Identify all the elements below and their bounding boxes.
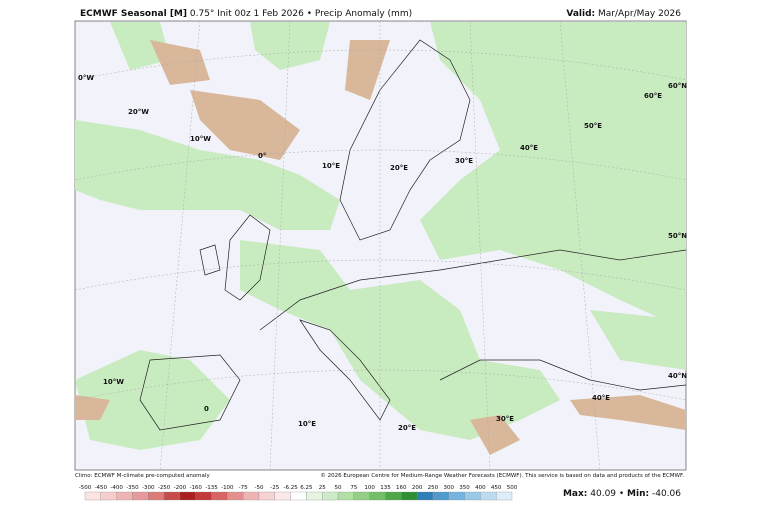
colorbar-label: -75 bbox=[239, 485, 248, 491]
colorbar-label: 400 bbox=[475, 485, 486, 491]
grid-label: 10°W bbox=[103, 378, 124, 386]
grid-label: 30°E bbox=[496, 415, 514, 423]
grid-labels: 0°W 20°W 10°W 0° 10°E 20°E 30°E 40°E 50°E 60°E 60°… bbox=[78, 74, 687, 432]
colorbar-label: 250 bbox=[428, 485, 439, 491]
colorbar-label: 135 bbox=[380, 485, 391, 491]
colorbar-box bbox=[163, 491, 181, 501]
colorbar-label: -450 bbox=[95, 485, 108, 491]
copyright: © 2026 European Centre for Medium-Range … bbox=[320, 472, 684, 479]
colorbar-box bbox=[290, 491, 307, 501]
max-value: 40.09 bbox=[590, 489, 616, 499]
colorbar: -500 -450 -400 -350 -300 -250 -200 -160 -135 -100… bbox=[79, 485, 518, 501]
min-value: -40.06 bbox=[652, 489, 681, 499]
grid-label: 40°E bbox=[592, 394, 610, 402]
grid-label: 0° bbox=[258, 152, 266, 160]
colorbar-box bbox=[132, 491, 149, 501]
colorbar-box bbox=[211, 491, 228, 501]
grid-label: 10°E bbox=[298, 420, 316, 428]
title-bold: ECMWF Seasonal [M] bbox=[80, 9, 187, 19]
colorbar-label: -250 bbox=[158, 485, 171, 491]
graticule bbox=[74, 20, 687, 471]
colorbar-label: -100 bbox=[221, 485, 234, 491]
colorbar-box bbox=[227, 491, 244, 501]
colorbar-label: -25 bbox=[270, 485, 279, 491]
colorbar-box bbox=[480, 491, 497, 501]
colorbar-box bbox=[100, 491, 117, 501]
colorbar-label: 350 bbox=[459, 485, 470, 491]
colorbar-box bbox=[385, 491, 402, 501]
colorbar-box bbox=[353, 491, 370, 501]
grid-label: 40°E bbox=[520, 144, 538, 152]
map: 0°W 20°W 10°W 0° 10°E 20°E 30°E 40°E 50°E 60°E 60°… bbox=[74, 20, 687, 471]
colorbar-box bbox=[337, 491, 355, 501]
colorbar-box bbox=[274, 491, 291, 501]
colorbar-box bbox=[464, 491, 481, 501]
colorbar-label: -300 bbox=[142, 485, 155, 491]
colorbar-label: -50 bbox=[254, 485, 263, 491]
colorbar-label: 450 bbox=[491, 485, 502, 491]
colorbar-box bbox=[448, 491, 465, 501]
colorbar-box bbox=[116, 491, 133, 501]
colorbar-label: -160 bbox=[189, 485, 202, 491]
colorbar-label: 160 bbox=[396, 485, 407, 491]
grid-label: 0°W bbox=[78, 74, 94, 82]
valid-value: Mar/Apr/May 2026 bbox=[598, 9, 681, 19]
grid-label: 50°E bbox=[584, 122, 602, 130]
colorbar-label: -6.25 bbox=[283, 485, 298, 491]
valid-label: Valid: bbox=[566, 9, 595, 19]
colorbar-box bbox=[258, 491, 275, 501]
valid: Valid: Mar/Apr/May 2026 bbox=[566, 9, 681, 19]
min-label: Min: bbox=[627, 489, 649, 499]
dry-areas bbox=[75, 40, 686, 455]
grid-label: 10°E bbox=[322, 162, 340, 170]
grid-label: 10°W bbox=[190, 135, 211, 143]
title-rest: 0.75° Init 00z 1 Feb 2026 • Precip Anoma… bbox=[190, 9, 412, 19]
colorbar-box bbox=[401, 491, 418, 501]
grid-label: 20°E bbox=[390, 164, 408, 172]
colorbar-label: -350 bbox=[126, 485, 139, 491]
colorbar-box bbox=[322, 491, 339, 501]
grid-label: 30°E bbox=[455, 157, 473, 165]
coastlines bbox=[139, 39, 687, 431]
colorbar-box bbox=[179, 491, 196, 501]
colorbar-label: -135 bbox=[205, 485, 218, 491]
max-label: Max: bbox=[563, 489, 587, 499]
grid-label: 20°W bbox=[128, 108, 149, 116]
colorbar-label: -400 bbox=[110, 485, 123, 491]
colorbar-label: 100 bbox=[364, 485, 375, 491]
colorbar-box bbox=[195, 491, 212, 501]
colorbar-label: 200 bbox=[412, 485, 423, 491]
grid-label: 20°E bbox=[398, 424, 416, 432]
title: ECMWF Seasonal [M] 0.75° Init 00z 1 Feb … bbox=[80, 9, 412, 19]
grid-label: 60°N bbox=[668, 82, 687, 90]
colorbar-label: 50 bbox=[335, 485, 342, 491]
colorbar-label: 300 bbox=[443, 485, 454, 491]
colorbar-box bbox=[84, 491, 101, 501]
grid-label: 60°E bbox=[644, 92, 662, 100]
colorbar-label: 75 bbox=[350, 485, 357, 491]
grid-label: 0 bbox=[204, 405, 209, 413]
colorbar-box bbox=[416, 491, 434, 501]
colorbar-box bbox=[432, 491, 449, 501]
grid-label: 50°N bbox=[668, 232, 687, 240]
colorbar-box bbox=[148, 491, 165, 501]
colorbar-label: 6.25 bbox=[300, 485, 313, 491]
colorbar-label: -500 bbox=[79, 485, 92, 491]
colorbar-box bbox=[496, 491, 513, 501]
colorbar-label: -200 bbox=[174, 485, 187, 491]
colorbar-box bbox=[306, 491, 323, 501]
colorbar-box bbox=[369, 491, 386, 501]
climo-note: Climo: ECMWF M-climate pre-computed anom… bbox=[75, 473, 210, 479]
colorbar-box bbox=[242, 491, 260, 501]
colorbar-label: 500 bbox=[507, 485, 518, 491]
colorbar-label: 25 bbox=[319, 485, 326, 491]
max-min: Max: 40.09 • Min: -40.06 bbox=[563, 489, 681, 499]
grid-label: 40°N bbox=[668, 372, 687, 380]
